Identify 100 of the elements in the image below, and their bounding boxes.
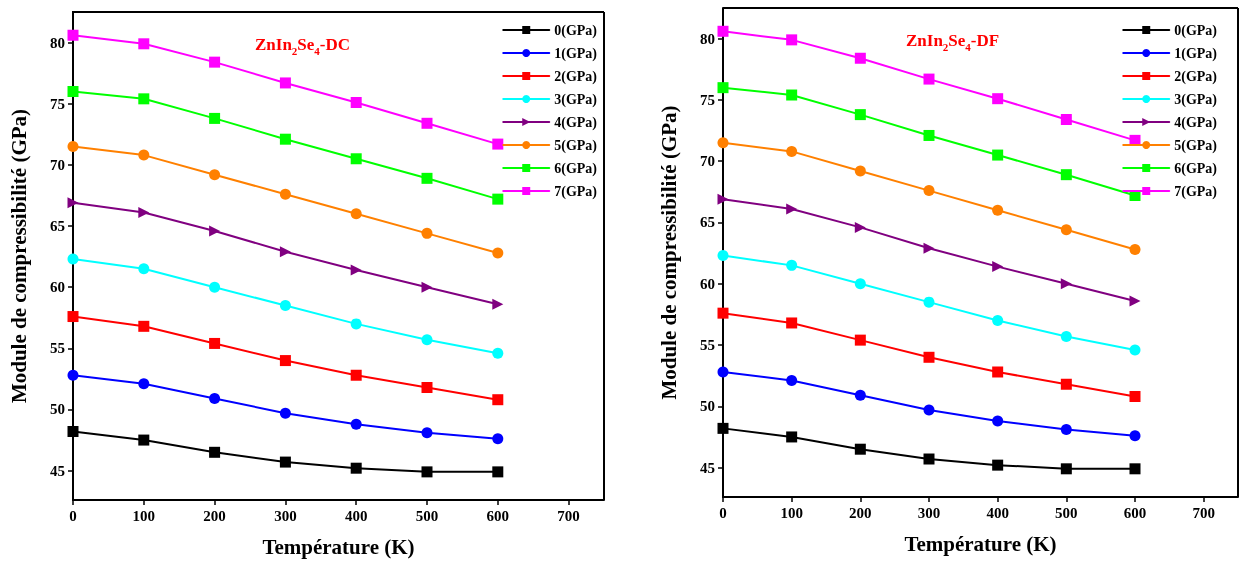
legend-label: 3(GPa) (1174, 91, 1218, 108)
y-axis-title: Module de compressibilité (GPa) (6, 108, 31, 404)
point (786, 317, 798, 329)
x-tick-label: 300 (274, 507, 297, 524)
y-tick-label: 60 (700, 275, 715, 292)
point (992, 93, 1004, 105)
point (209, 169, 221, 181)
x-tick-label: 500 (1055, 504, 1078, 521)
y-tick-label: 55 (700, 337, 715, 354)
point (279, 407, 291, 419)
point (492, 138, 504, 150)
point (421, 427, 433, 439)
point (138, 378, 150, 390)
point (1060, 169, 1072, 181)
point (854, 52, 866, 64)
point (350, 153, 362, 165)
point (209, 281, 221, 293)
point (717, 422, 729, 434)
point (421, 227, 433, 239)
point (717, 366, 729, 378)
point (209, 337, 221, 349)
point (209, 56, 221, 68)
point (138, 207, 150, 219)
x-tick-label: 0 (719, 504, 727, 521)
point (209, 446, 221, 458)
point (492, 466, 504, 478)
point (1129, 391, 1141, 402)
point (67, 197, 79, 209)
y-tick-label: 65 (50, 218, 65, 235)
point (138, 93, 150, 105)
point (350, 97, 362, 109)
point (209, 225, 221, 237)
point (854, 221, 866, 233)
x-tick-label: 300 (917, 504, 941, 521)
point (786, 431, 798, 443)
point (923, 73, 935, 85)
y-tick-label: 70 (700, 153, 715, 170)
point (421, 117, 433, 129)
point (854, 389, 866, 401)
point (786, 89, 798, 101)
point (992, 366, 1004, 378)
x-tick-label: 500 (415, 507, 439, 524)
point (421, 466, 433, 478)
point (717, 25, 729, 37)
legend-label: 7(GPa) (1174, 183, 1218, 200)
point (1060, 224, 1072, 236)
point (1129, 243, 1141, 255)
point (492, 347, 504, 359)
y-axis-title: Module de compressibilité (GPa) (656, 105, 681, 400)
point (992, 261, 1004, 273)
point (492, 394, 504, 406)
point (786, 145, 798, 157)
point (1060, 330, 1072, 342)
point (854, 278, 866, 290)
x-tick-label: 600 (486, 507, 510, 524)
point (350, 462, 362, 474)
point (923, 242, 935, 254)
point (854, 443, 866, 455)
point (1129, 430, 1141, 442)
point (992, 149, 1004, 161)
point (138, 38, 150, 50)
point (1129, 463, 1141, 475)
point (350, 318, 362, 330)
point (209, 112, 221, 124)
point (279, 300, 291, 312)
x-axis-title: Température (K) (262, 534, 415, 559)
point (138, 263, 150, 275)
point (1129, 295, 1141, 307)
point (492, 298, 504, 310)
point (717, 307, 729, 319)
legend-label: 7(GPa) (554, 183, 598, 200)
point (923, 351, 935, 363)
point (717, 193, 729, 205)
point (923, 185, 935, 197)
point (786, 375, 798, 387)
point (67, 426, 79, 438)
point (138, 320, 150, 332)
point (279, 456, 291, 468)
legend-label: 1(GPa) (1174, 45, 1218, 62)
y-tick-label: 50 (50, 401, 65, 418)
point (492, 193, 504, 205)
x-tick-label: 700 (557, 507, 580, 524)
point (992, 459, 1004, 471)
x-tick-label: 400 (986, 504, 1009, 521)
legend-label: 1(GPa) (554, 45, 598, 62)
point (1060, 278, 1072, 290)
x-tick-label: 100 (780, 504, 803, 521)
point (992, 315, 1004, 327)
point (279, 246, 291, 258)
point (350, 208, 362, 220)
point (67, 29, 79, 41)
y-tick-label: 80 (700, 30, 715, 47)
y-tick-label: 55 (50, 340, 65, 357)
point (421, 172, 433, 184)
y-tick-label: 80 (50, 34, 65, 51)
y-tick-label: 45 (700, 459, 715, 476)
x-tick-label: 700 (1192, 504, 1215, 521)
point (421, 281, 433, 293)
point (209, 392, 221, 404)
point (279, 133, 291, 145)
